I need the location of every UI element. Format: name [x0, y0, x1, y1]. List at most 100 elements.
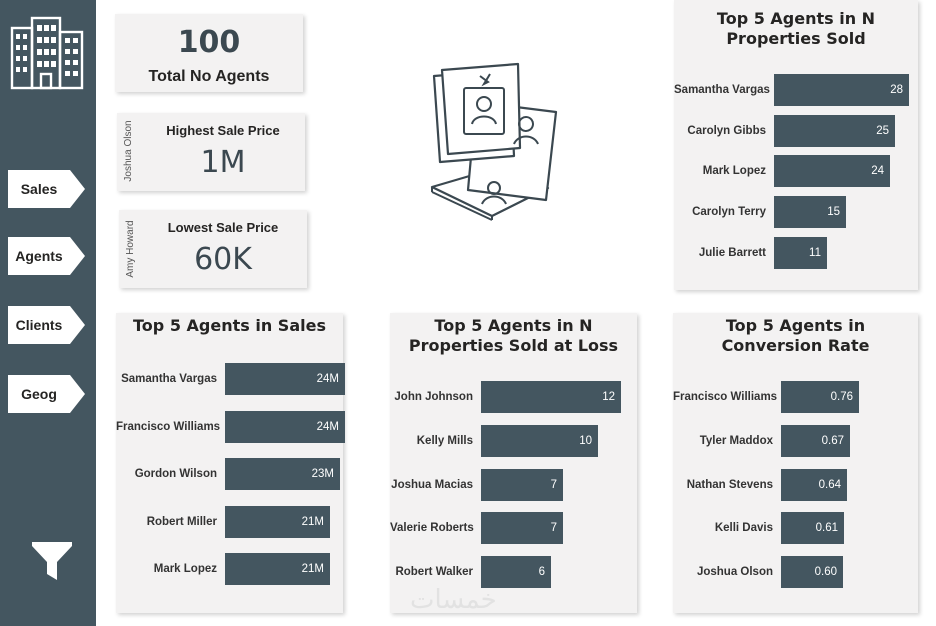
- chart-row: Carolyn Gibbs 25: [674, 114, 918, 147]
- bar-category-label: Samantha Vargas: [121, 373, 217, 385]
- chart-row: Nathan Stevens 0.64: [673, 468, 918, 501]
- bar-value-label: 15: [827, 206, 840, 219]
- bar[interactable]: 15: [774, 196, 846, 229]
- bar-value-label: 21M: [301, 563, 324, 575]
- bar-category-label: Carolyn Terry: [692, 206, 766, 219]
- bar-value-label: 24M: [316, 373, 339, 385]
- bar-value-label: 24: [871, 165, 884, 178]
- chart-row: Robert Miller 21M: [116, 505, 343, 538]
- bar-category-label: Gordon Wilson: [134, 468, 217, 480]
- nav-button-geog[interactable]: Geog: [8, 375, 85, 413]
- chart-title: Top 5 Agents in N Properties Sold: [716, 9, 876, 48]
- bar-value-label: 7: [550, 522, 557, 535]
- bar[interactable]: 7: [481, 512, 563, 545]
- chart-row: Mark Lopez 24: [674, 155, 918, 188]
- agent-profile-cards-icon: [430, 62, 558, 221]
- nav-button-shape: [8, 237, 85, 275]
- bar-category-label: Carolyn Gibbs: [687, 124, 766, 137]
- kpi-highest-sale-card: Joshua Olson Highest Sale Price 1M: [117, 113, 305, 191]
- building-icon: [10, 16, 84, 90]
- nav-button-label: Sales: [20, 181, 58, 197]
- nav-button-label: Agents: [15, 248, 63, 264]
- kpi-total-agents-card: 100 Total No Agents: [115, 14, 303, 92]
- bar[interactable]: 0.64: [781, 468, 847, 501]
- sidebar: Sales Agents Clients Geog: [0, 0, 96, 626]
- bar-value-label: 11: [809, 246, 821, 259]
- chart-row: Gordon Wilson 23M: [116, 458, 343, 490]
- chart-row: Carolyn Terry 15: [674, 196, 918, 229]
- kpi-highest-sale-label: Highest Sale Price: [166, 123, 280, 138]
- chart-card-conversion-rate: Top 5 Agents in Conversion Rate Francisc…: [673, 313, 918, 613]
- bar[interactable]: 24M: [225, 363, 345, 395]
- nav-button-clients[interactable]: Clients: [8, 306, 85, 344]
- chart-card-properties-sold: Top 5 Agents in N Properties Sold Samant…: [674, 0, 918, 290]
- chart-row: Valerie Roberts 7: [390, 512, 637, 545]
- bar-category-label: Samantha Vargas: [674, 84, 770, 96]
- kpi-lowest-sale-value: 60K: [194, 242, 252, 277]
- bar-category-label: Mark Lopez: [153, 563, 217, 575]
- kpi-lowest-sale-label: Lowest Sale Price: [167, 220, 279, 235]
- kpi-highest-sale-agent: Joshua Olson: [123, 120, 134, 182]
- nav-button-agents[interactable]: Agents: [8, 237, 85, 275]
- bar-value-label: 0.76: [830, 391, 853, 403]
- nav-button-label: Geog: [21, 386, 57, 402]
- bar-category-label: John Johnson: [394, 391, 473, 403]
- filter-icon[interactable]: [30, 540, 74, 584]
- chart-row: Joshua Macias 7: [390, 468, 637, 501]
- bar-value-label: 12: [602, 391, 615, 403]
- bar-category-label: Kelli Davis: [714, 522, 773, 535]
- bar[interactable]: 7: [481, 468, 563, 501]
- chart-row: Kelli Davis 0.61: [673, 512, 918, 545]
- bar-value-label: 0.64: [818, 478, 841, 491]
- chart-row: Tyler Maddox 0.67: [673, 424, 918, 457]
- chart-row: Robert Walker 6: [390, 556, 637, 589]
- bar-category-label: Francisco Williams: [116, 420, 221, 433]
- kpi-total-agents-value: 100: [177, 25, 241, 60]
- bar[interactable]: 6: [481, 556, 551, 589]
- chart-card-properties-sold-loss: Top 5 Agents in N Properties Sold at Los…: [390, 313, 637, 613]
- bar[interactable]: 24M: [225, 410, 345, 443]
- bar-value-label: 25: [876, 124, 889, 137]
- bar[interactable]: 25: [774, 114, 895, 147]
- chart-title: Top 5 Agents in N Properties Sold at Los…: [408, 316, 619, 355]
- bar-category-label: Julie Barrett: [698, 246, 766, 259]
- bar-value-label: 21M: [301, 515, 324, 528]
- nav-button-shape: [8, 375, 85, 413]
- chart-row: John Johnson 12: [390, 381, 637, 413]
- nav-button-label: Clients: [15, 317, 63, 333]
- bar[interactable]: 12: [481, 381, 621, 413]
- kpi-lowest-sale-agent: Amy Howard: [125, 220, 136, 278]
- bar-category-label: Tyler Maddox: [699, 434, 773, 447]
- bar-category-label: Mark Lopez: [702, 165, 766, 178]
- chart-row: Kelly Mills 10: [390, 424, 637, 457]
- bar[interactable]: 0.76: [781, 381, 859, 413]
- bar-value-label: 10: [579, 434, 592, 447]
- bar[interactable]: 0.67: [781, 424, 850, 457]
- watermark-text: خمسات: [410, 585, 497, 615]
- bar-value-label: 24M: [316, 420, 339, 433]
- bar-category-label: Kelly Mills: [416, 434, 473, 447]
- bar[interactable]: 28: [774, 74, 909, 106]
- bar-value-label: 28: [890, 84, 903, 96]
- bar-value-label: 0.60: [814, 566, 837, 579]
- bar[interactable]: 21M: [225, 505, 330, 538]
- bar-category-label: Francisco Williams: [673, 391, 778, 403]
- chart-row: Mark Lopez 21M: [116, 553, 343, 585]
- bar-value-label: 23M: [311, 468, 334, 480]
- bar[interactable]: 23M: [225, 458, 340, 490]
- nav-button-sales[interactable]: Sales: [8, 170, 85, 208]
- bar-category-label: Joshua Olson: [696, 566, 773, 579]
- kpi-lowest-sale-card: Amy Howard Lowest Sale Price 60K: [119, 210, 307, 288]
- bar[interactable]: 21M: [225, 553, 330, 585]
- bar-value-label: 0.61: [815, 522, 838, 535]
- chart-row: Francisco Williams 24M: [116, 410, 345, 443]
- bar-category-label: Robert Walker: [395, 566, 473, 579]
- bar[interactable]: 24: [774, 155, 890, 188]
- bar-category-label: Valerie Roberts: [390, 522, 474, 535]
- bar[interactable]: 10: [481, 424, 598, 457]
- bar[interactable]: 0.61: [781, 512, 844, 545]
- bar[interactable]: 11: [774, 236, 827, 269]
- chart-row: Joshua Olson 0.60: [673, 556, 918, 589]
- bar[interactable]: 0.60: [781, 556, 843, 589]
- chart-card-sales: Top 5 Agents in Sales Samantha Vargas 24M…: [116, 313, 345, 613]
